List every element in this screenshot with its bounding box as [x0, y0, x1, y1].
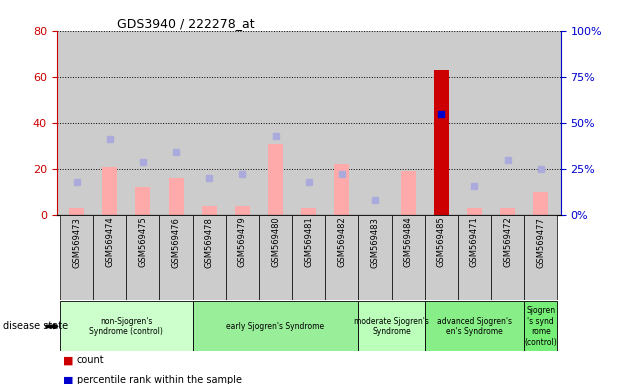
- Text: percentile rank within the sample: percentile rank within the sample: [77, 375, 242, 384]
- Bar: [259, 215, 292, 300]
- Bar: [127, 215, 159, 300]
- Text: moderate Sjogren's
Syndrome: moderate Sjogren's Syndrome: [354, 317, 429, 336]
- Text: GSM569479: GSM569479: [238, 217, 247, 268]
- Text: GSM569475: GSM569475: [139, 217, 147, 268]
- Text: ■: ■: [63, 375, 74, 384]
- Text: advanced Sjogren's
en's Syndrome: advanced Sjogren's en's Syndrome: [437, 317, 512, 336]
- Bar: [425, 215, 458, 300]
- Bar: [301, 208, 316, 215]
- Bar: [434, 70, 449, 215]
- Text: GSM569482: GSM569482: [337, 217, 346, 268]
- Text: count: count: [77, 355, 105, 365]
- Text: GSM569483: GSM569483: [370, 217, 379, 268]
- Text: ■: ■: [63, 355, 74, 365]
- Bar: [93, 215, 127, 300]
- Bar: [268, 144, 283, 215]
- Bar: [358, 215, 392, 300]
- Text: GSM569485: GSM569485: [437, 217, 446, 268]
- Bar: [102, 167, 117, 215]
- Bar: [467, 208, 482, 215]
- Bar: [235, 206, 250, 215]
- Text: GSM569478: GSM569478: [205, 217, 214, 268]
- Bar: [491, 215, 524, 300]
- Text: GSM569474: GSM569474: [105, 217, 114, 268]
- Bar: [392, 215, 425, 300]
- Text: GSM569477: GSM569477: [536, 217, 546, 268]
- Bar: [292, 215, 325, 300]
- Text: GSM569472: GSM569472: [503, 217, 512, 268]
- Bar: [458, 215, 491, 300]
- Text: GSM569476: GSM569476: [171, 217, 181, 268]
- Text: early Sjogren's Syndrome: early Sjogren's Syndrome: [226, 322, 324, 331]
- Bar: [524, 301, 558, 351]
- Text: GSM569480: GSM569480: [271, 217, 280, 268]
- Bar: [135, 187, 151, 215]
- Bar: [60, 301, 193, 351]
- Bar: [159, 215, 193, 300]
- Text: GSM569481: GSM569481: [304, 217, 313, 268]
- Text: GSM569484: GSM569484: [404, 217, 413, 268]
- Bar: [524, 215, 558, 300]
- Bar: [358, 301, 425, 351]
- Bar: [60, 215, 93, 300]
- Bar: [193, 215, 226, 300]
- Bar: [226, 215, 259, 300]
- Text: disease state: disease state: [3, 321, 68, 331]
- Bar: [193, 301, 358, 351]
- Bar: [401, 171, 416, 215]
- Bar: [169, 178, 183, 215]
- Bar: [534, 192, 548, 215]
- Text: GSM569471: GSM569471: [470, 217, 479, 268]
- Text: non-Sjogren's
Syndrome (control): non-Sjogren's Syndrome (control): [89, 317, 163, 336]
- Text: Sjogren
's synd
rome
(control): Sjogren 's synd rome (control): [524, 306, 557, 346]
- Text: GDS3940 / 222278_at: GDS3940 / 222278_at: [117, 17, 255, 30]
- Bar: [335, 164, 349, 215]
- Bar: [325, 215, 358, 300]
- Bar: [202, 206, 217, 215]
- Bar: [500, 208, 515, 215]
- Text: GSM569473: GSM569473: [72, 217, 81, 268]
- Bar: [69, 208, 84, 215]
- Bar: [425, 301, 524, 351]
